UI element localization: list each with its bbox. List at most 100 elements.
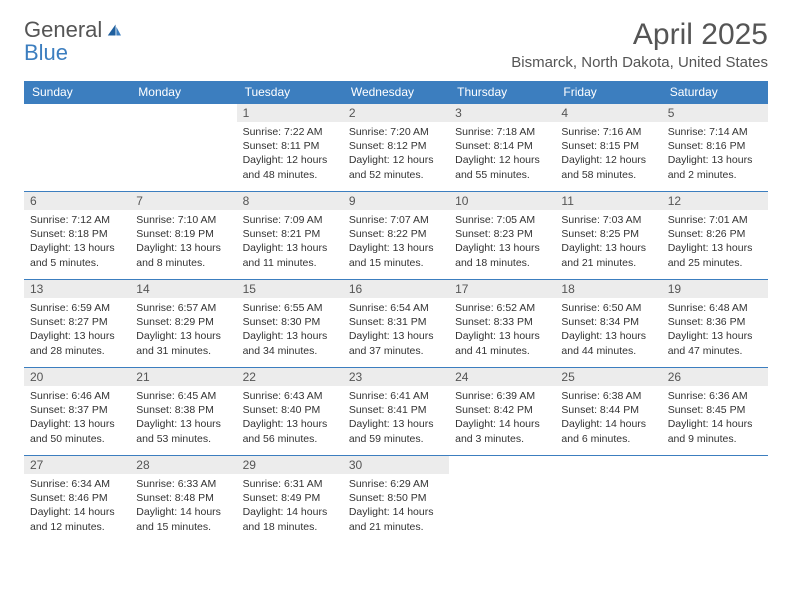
calendar-table: SundayMondayTuesdayWednesdayThursdayFrid… [24,81,768,544]
calendar-week: 27Sunrise: 6:34 AMSunset: 8:46 PMDayligh… [24,456,768,544]
day-number: 9 [343,192,449,210]
day-number: 8 [237,192,343,210]
day-body: Sunrise: 6:43 AMSunset: 8:40 PMDaylight:… [237,386,343,450]
day-number: 15 [237,280,343,298]
day-body: Sunrise: 6:39 AMSunset: 8:42 PMDaylight:… [449,386,555,450]
day-body: Sunrise: 6:54 AMSunset: 8:31 PMDaylight:… [343,298,449,362]
calendar-day: 7Sunrise: 7:10 AMSunset: 8:19 PMDaylight… [130,192,236,280]
day-header-row: SundayMondayTuesdayWednesdayThursdayFrid… [24,81,768,104]
calendar-day: 12Sunrise: 7:01 AMSunset: 8:26 PMDayligh… [662,192,768,280]
day-body: Sunrise: 7:12 AMSunset: 8:18 PMDaylight:… [24,210,130,274]
calendar-day: 4Sunrise: 7:16 AMSunset: 8:15 PMDaylight… [555,104,661,192]
day-number: 23 [343,368,449,386]
calendar-empty [449,456,555,544]
calendar-day: 18Sunrise: 6:50 AMSunset: 8:34 PMDayligh… [555,280,661,368]
day-header: Thursday [449,81,555,104]
calendar-day: 9Sunrise: 7:07 AMSunset: 8:22 PMDaylight… [343,192,449,280]
day-number: 25 [555,368,661,386]
day-body: Sunrise: 7:07 AMSunset: 8:22 PMDaylight:… [343,210,449,274]
day-number: 29 [237,456,343,474]
day-body: Sunrise: 6:34 AMSunset: 8:46 PMDaylight:… [24,474,130,538]
calendar-day: 8Sunrise: 7:09 AMSunset: 8:21 PMDaylight… [237,192,343,280]
location: Bismarck, North Dakota, United States [511,54,768,71]
logo: GeneralBlue [24,18,123,64]
day-number: 27 [24,456,130,474]
day-header: Tuesday [237,81,343,104]
calendar-day: 27Sunrise: 6:34 AMSunset: 8:46 PMDayligh… [24,456,130,544]
day-body: Sunrise: 7:22 AMSunset: 8:11 PMDaylight:… [237,122,343,186]
day-body: Sunrise: 7:09 AMSunset: 8:21 PMDaylight:… [237,210,343,274]
calendar-body: 1Sunrise: 7:22 AMSunset: 8:11 PMDaylight… [24,104,768,544]
day-body: Sunrise: 6:46 AMSunset: 8:37 PMDaylight:… [24,386,130,450]
calendar-day: 6Sunrise: 7:12 AMSunset: 8:18 PMDaylight… [24,192,130,280]
day-number: 14 [130,280,236,298]
day-body: Sunrise: 7:10 AMSunset: 8:19 PMDaylight:… [130,210,236,274]
day-body: Sunrise: 6:38 AMSunset: 8:44 PMDaylight:… [555,386,661,450]
calendar-week: 1Sunrise: 7:22 AMSunset: 8:11 PMDaylight… [24,104,768,192]
calendar-day: 24Sunrise: 6:39 AMSunset: 8:42 PMDayligh… [449,368,555,456]
day-body: Sunrise: 6:29 AMSunset: 8:50 PMDaylight:… [343,474,449,538]
day-header: Sunday [24,81,130,104]
calendar-day: 13Sunrise: 6:59 AMSunset: 8:27 PMDayligh… [24,280,130,368]
day-number: 30 [343,456,449,474]
day-body: Sunrise: 6:52 AMSunset: 8:33 PMDaylight:… [449,298,555,362]
calendar-day: 29Sunrise: 6:31 AMSunset: 8:49 PMDayligh… [237,456,343,544]
day-number: 18 [555,280,661,298]
day-body: Sunrise: 7:01 AMSunset: 8:26 PMDaylight:… [662,210,768,274]
header: GeneralBlue April 2025 Bismarck, North D… [24,18,768,71]
day-number: 12 [662,192,768,210]
calendar-empty [662,456,768,544]
calendar-day: 28Sunrise: 6:33 AMSunset: 8:48 PMDayligh… [130,456,236,544]
day-header: Monday [130,81,236,104]
day-number: 7 [130,192,236,210]
calendar-day: 1Sunrise: 7:22 AMSunset: 8:11 PMDaylight… [237,104,343,192]
day-header: Wednesday [343,81,449,104]
day-number: 17 [449,280,555,298]
calendar-day: 22Sunrise: 6:43 AMSunset: 8:40 PMDayligh… [237,368,343,456]
day-body: Sunrise: 6:55 AMSunset: 8:30 PMDaylight:… [237,298,343,362]
day-body: Sunrise: 7:16 AMSunset: 8:15 PMDaylight:… [555,122,661,186]
day-number: 28 [130,456,236,474]
title-block: April 2025 Bismarck, North Dakota, Unite… [511,18,768,71]
day-number: 4 [555,104,661,122]
day-body: Sunrise: 6:45 AMSunset: 8:38 PMDaylight:… [130,386,236,450]
calendar-day: 23Sunrise: 6:41 AMSunset: 8:41 PMDayligh… [343,368,449,456]
calendar-day: 11Sunrise: 7:03 AMSunset: 8:25 PMDayligh… [555,192,661,280]
day-body: Sunrise: 7:14 AMSunset: 8:16 PMDaylight:… [662,122,768,186]
day-number: 26 [662,368,768,386]
day-body: Sunrise: 6:33 AMSunset: 8:48 PMDaylight:… [130,474,236,538]
day-number: 3 [449,104,555,122]
day-body: Sunrise: 6:50 AMSunset: 8:34 PMDaylight:… [555,298,661,362]
calendar-day: 30Sunrise: 6:29 AMSunset: 8:50 PMDayligh… [343,456,449,544]
day-body: Sunrise: 6:31 AMSunset: 8:49 PMDaylight:… [237,474,343,538]
calendar-day: 25Sunrise: 6:38 AMSunset: 8:44 PMDayligh… [555,368,661,456]
calendar-day: 14Sunrise: 6:57 AMSunset: 8:29 PMDayligh… [130,280,236,368]
day-number: 6 [24,192,130,210]
calendar-empty [555,456,661,544]
calendar-week: 6Sunrise: 7:12 AMSunset: 8:18 PMDaylight… [24,192,768,280]
day-number: 1 [237,104,343,122]
month-title: April 2025 [511,18,768,52]
day-number: 20 [24,368,130,386]
day-number: 2 [343,104,449,122]
day-body: Sunrise: 7:05 AMSunset: 8:23 PMDaylight:… [449,210,555,274]
calendar-day: 17Sunrise: 6:52 AMSunset: 8:33 PMDayligh… [449,280,555,368]
day-number: 21 [130,368,236,386]
calendar-week: 13Sunrise: 6:59 AMSunset: 8:27 PMDayligh… [24,280,768,368]
day-number: 11 [555,192,661,210]
day-body: Sunrise: 7:18 AMSunset: 8:14 PMDaylight:… [449,122,555,186]
day-body: Sunrise: 7:03 AMSunset: 8:25 PMDaylight:… [555,210,661,274]
calendar-day: 3Sunrise: 7:18 AMSunset: 8:14 PMDaylight… [449,104,555,192]
day-body: Sunrise: 6:41 AMSunset: 8:41 PMDaylight:… [343,386,449,450]
day-body: Sunrise: 6:36 AMSunset: 8:45 PMDaylight:… [662,386,768,450]
day-number: 16 [343,280,449,298]
day-number: 13 [24,280,130,298]
calendar-day: 26Sunrise: 6:36 AMSunset: 8:45 PMDayligh… [662,368,768,456]
calendar-day: 21Sunrise: 6:45 AMSunset: 8:38 PMDayligh… [130,368,236,456]
day-body: Sunrise: 6:59 AMSunset: 8:27 PMDaylight:… [24,298,130,362]
day-number: 19 [662,280,768,298]
day-number: 24 [449,368,555,386]
calendar-day: 15Sunrise: 6:55 AMSunset: 8:30 PMDayligh… [237,280,343,368]
day-number: 10 [449,192,555,210]
calendar-day: 16Sunrise: 6:54 AMSunset: 8:31 PMDayligh… [343,280,449,368]
